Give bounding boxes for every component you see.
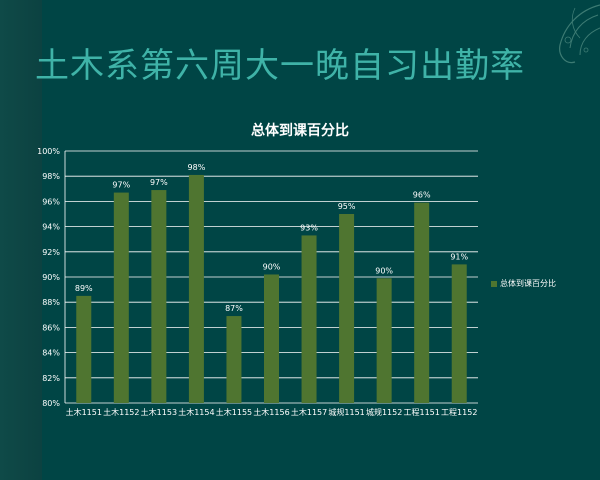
bar [188,174,204,403]
chart-title: 总体到课百分比 [251,123,349,139]
y-tick-label: 86% [42,323,60,332]
bar [376,278,392,403]
slide-panel [42,0,600,480]
data-label: 95% [338,202,356,211]
data-label: 87% [225,304,243,313]
feather-ornament-icon [559,4,600,64]
y-tick-label: 94% [42,223,60,232]
x-tick-label: 工程1151 [404,408,440,417]
x-tick-label: 土木1157 [291,407,327,417]
x-tick-label: 土木1153 [141,407,177,417]
y-tick-label: 82% [42,374,60,383]
chart-legend: 总体到课百分比 [491,278,556,289]
data-label: 98% [188,163,206,172]
data-label: 97% [150,178,168,187]
data-label: 91% [450,252,468,261]
left-decorative-band [0,0,42,480]
x-tick-label: 工程1152 [441,408,477,417]
data-label: 97% [112,181,130,190]
data-label: 93% [300,223,318,232]
bar [113,192,129,403]
bar [151,190,167,403]
y-tick-label: 100% [37,147,60,156]
y-tick-label: 92% [42,248,60,257]
x-tick-label: 城规1151 [328,407,364,417]
y-tick-label: 98% [42,172,60,181]
x-tick-label: 土木1152 [103,407,139,417]
data-label: 89% [75,284,93,293]
y-tick-label: 88% [42,298,60,307]
y-tick-label: 84% [42,349,60,358]
bar [451,264,467,403]
data-label: 96% [413,191,431,200]
bar [414,202,430,403]
bar [264,274,279,403]
bar [226,316,242,403]
bar [301,235,317,403]
legend-swatch [491,280,497,287]
y-tick-label: 80% [42,399,60,408]
x-tick-label: 土木1155 [216,407,252,417]
data-label: 90% [375,266,393,275]
bar [76,295,92,403]
x-tick-label: 土木1151 [66,407,102,417]
x-tick-label: 土木1156 [253,407,289,417]
slide-title: 土木系第六周大一晚自习出勤率 [35,46,525,86]
data-label: 90% [263,262,281,271]
legend-label: 总体到课百分比 [500,279,556,288]
y-tick-label: 90% [42,273,60,282]
bar [339,214,355,403]
y-tick-label: 96% [42,197,60,206]
x-tick-label: 城规1152 [366,407,402,417]
x-tick-label: 土木1154 [178,407,214,417]
